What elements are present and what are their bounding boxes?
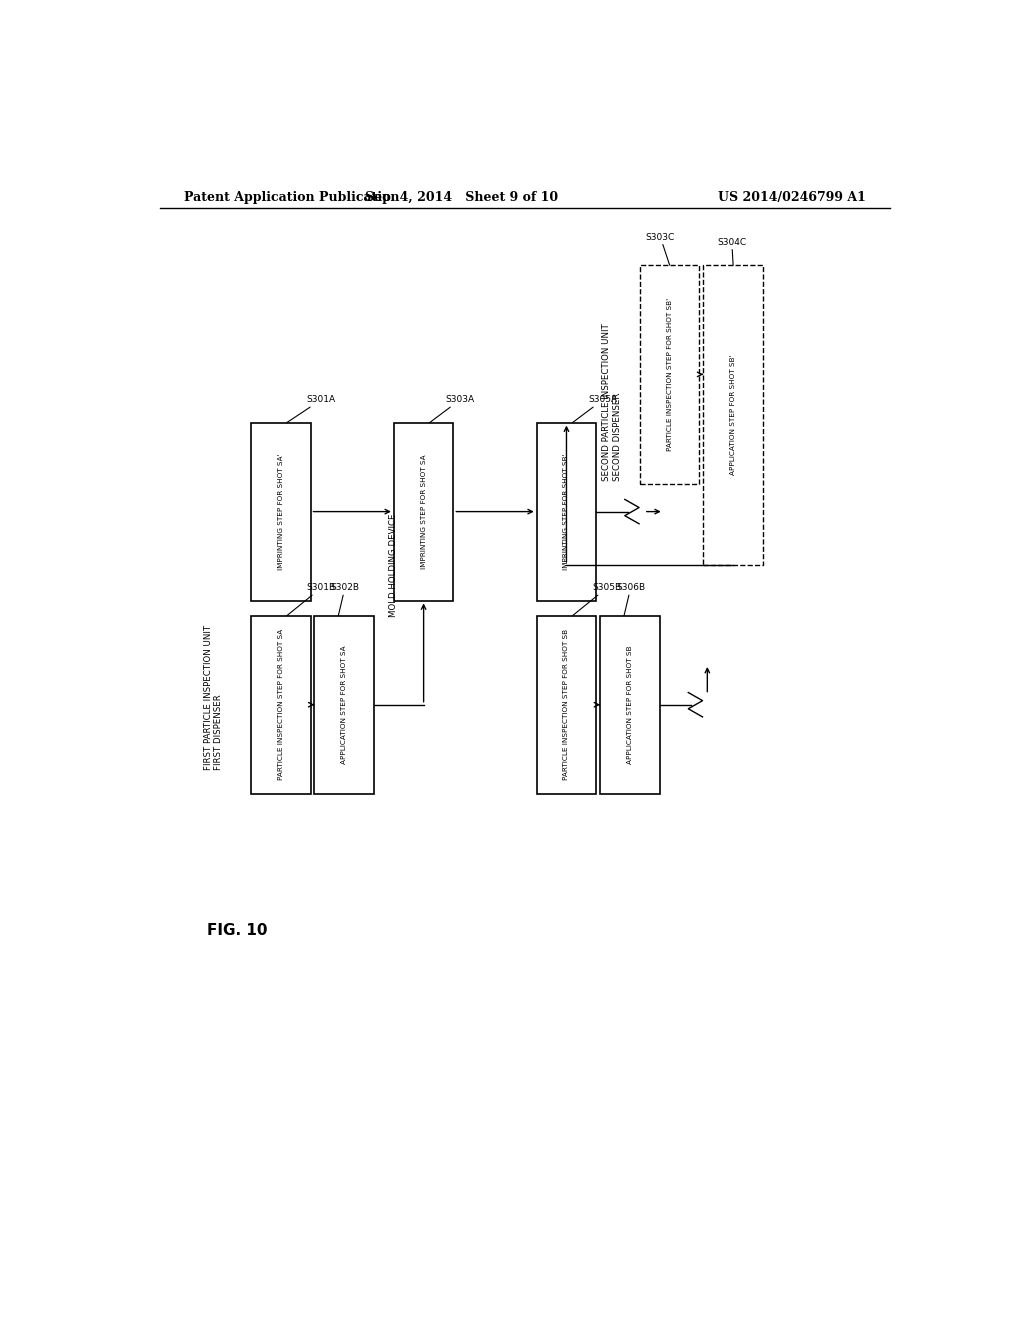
- Bar: [251, 615, 310, 793]
- Bar: [640, 265, 699, 483]
- Bar: [537, 615, 596, 793]
- Text: S303C: S303C: [646, 232, 675, 265]
- Text: Sep. 4, 2014   Sheet 9 of 10: Sep. 4, 2014 Sheet 9 of 10: [365, 190, 558, 203]
- Text: PARTICLE INSPECTION STEP FOR SHOT SB: PARTICLE INSPECTION STEP FOR SHOT SB: [563, 630, 569, 780]
- Text: S301B: S301B: [287, 583, 336, 615]
- Text: FIRST PARTICLE INSPECTION UNIT
FIRST DISPENSER: FIRST PARTICLE INSPECTION UNIT FIRST DIS…: [204, 624, 223, 770]
- Text: US 2014/0246799 A1: US 2014/0246799 A1: [718, 190, 866, 203]
- Bar: [314, 615, 374, 793]
- Text: PARTICLE INSPECTION STEP FOR SHOT SB': PARTICLE INSPECTION STEP FOR SHOT SB': [667, 298, 673, 451]
- Text: IMPRINTING STEP FOR SHOT SA: IMPRINTING STEP FOR SHOT SA: [421, 454, 427, 569]
- Text: APPLICATION STEP FOR SHOT SB': APPLICATION STEP FOR SHOT SB': [730, 355, 736, 475]
- Bar: [394, 422, 454, 601]
- Text: S303A: S303A: [430, 395, 474, 422]
- Text: PARTICLE INSPECTION STEP FOR SHOT SA: PARTICLE INSPECTION STEP FOR SHOT SA: [278, 630, 284, 780]
- Text: S301A: S301A: [287, 395, 336, 422]
- Bar: [600, 615, 659, 793]
- Text: APPLICATION STEP FOR SHOT SB: APPLICATION STEP FOR SHOT SB: [627, 645, 633, 764]
- Bar: [251, 422, 310, 601]
- Text: S305A: S305A: [572, 395, 617, 422]
- Text: FIG. 10: FIG. 10: [207, 924, 268, 939]
- Text: IMPRINTING STEP FOR SHOT SA': IMPRINTING STEP FOR SHOT SA': [278, 453, 284, 570]
- Text: SECOND PARTICLE INSPECTION UNIT
SECOND DISPENSER: SECOND PARTICLE INSPECTION UNIT SECOND D…: [602, 323, 622, 482]
- Text: S305B: S305B: [572, 583, 622, 615]
- Text: IMPRINTING STEP FOR SHOT SB': IMPRINTING STEP FOR SHOT SB': [563, 453, 569, 570]
- Text: MOLD HOLDING DEVICE: MOLD HOLDING DEVICE: [389, 513, 398, 616]
- Text: S306B: S306B: [616, 583, 645, 615]
- Bar: [703, 265, 763, 565]
- Text: Patent Application Publication: Patent Application Publication: [183, 190, 399, 203]
- Text: S302B: S302B: [331, 583, 359, 615]
- Text: APPLICATION STEP FOR SHOT SA: APPLICATION STEP FOR SHOT SA: [341, 645, 347, 764]
- Bar: [537, 422, 596, 601]
- Text: S304C: S304C: [717, 238, 746, 265]
